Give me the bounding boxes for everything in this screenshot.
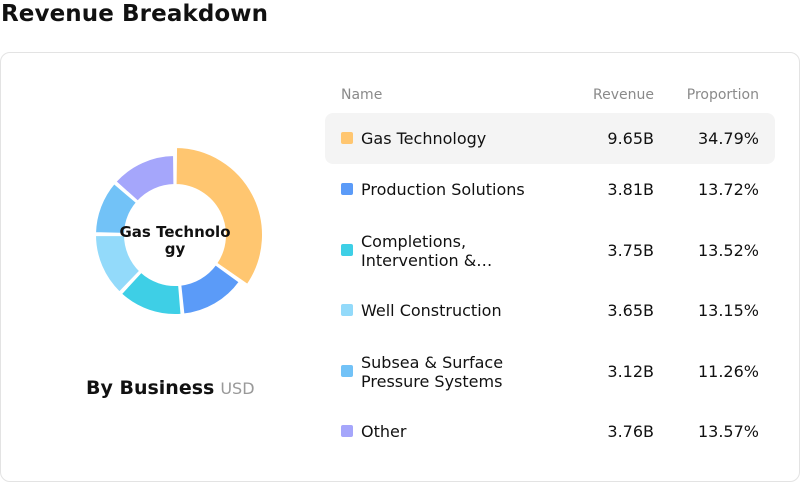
table-row[interactable]: Completions, Intervention &… 3.75B 13.52% <box>325 225 775 276</box>
donut-slice[interactable] <box>119 270 183 316</box>
row-revenue: 3.76B <box>607 422 654 441</box>
row-name: Production Solutions <box>361 180 525 199</box>
column-header-revenue: Revenue <box>593 87 654 103</box>
row-name: Other <box>361 422 407 441</box>
legend-swatch <box>341 132 353 144</box>
row-proportion: 13.52% <box>697 241 759 260</box>
table-row[interactable]: Other 3.76B 13.57% <box>325 406 775 457</box>
donut-chart <box>93 145 264 316</box>
table-row[interactable]: Production Solutions 3.81B 13.72% <box>325 164 775 215</box>
row-revenue: 3.65B <box>607 301 654 320</box>
row-proportion: 13.15% <box>697 301 759 320</box>
row-revenue: 3.12B <box>607 362 654 381</box>
table-row[interactable]: Gas Technology 9.65B 34.79% <box>325 113 775 164</box>
donut-slice[interactable] <box>93 181 139 235</box>
column-header-name: Name <box>341 87 383 103</box>
legend-swatch <box>341 365 353 377</box>
legend-swatch <box>341 304 353 316</box>
table-row[interactable]: Well Construction 3.65B 13.15% <box>325 285 775 336</box>
row-proportion: 11.26% <box>697 362 759 381</box>
unit-label: USD <box>220 379 255 398</box>
row-name: Completions, Intervention &… <box>361 232 493 270</box>
donut-slice[interactable] <box>93 234 142 294</box>
row-proportion: 34.79% <box>697 129 759 148</box>
row-proportion: 13.72% <box>697 180 759 199</box>
subtitle-text: By Business <box>86 377 215 399</box>
legend-swatch <box>341 425 353 437</box>
legend-swatch <box>341 183 353 195</box>
row-proportion: 13.57% <box>697 422 759 441</box>
legend-swatch <box>341 244 353 256</box>
table-row[interactable]: Subsea & Surface Pressure Systems 3.12B 11… <box>325 346 775 397</box>
row-revenue: 3.81B <box>607 180 654 199</box>
column-header-proportion: Proportion <box>686 87 759 103</box>
row-revenue: 3.75B <box>607 241 654 260</box>
page-title: Revenue Breakdown <box>1 1 269 27</box>
chart-subtitle: By Business USD <box>86 377 255 399</box>
row-name: Gas Technology <box>361 129 487 148</box>
donut-slice[interactable] <box>179 262 242 316</box>
donut-center-label: Gas Technology <box>119 223 231 258</box>
row-name: Well Construction <box>361 301 502 320</box>
row-revenue: 9.65B <box>607 129 654 148</box>
row-name: Subsea & Surface Pressure Systems <box>361 353 504 391</box>
donut-slice[interactable] <box>113 153 176 204</box>
donut-slice[interactable] <box>174 145 264 287</box>
